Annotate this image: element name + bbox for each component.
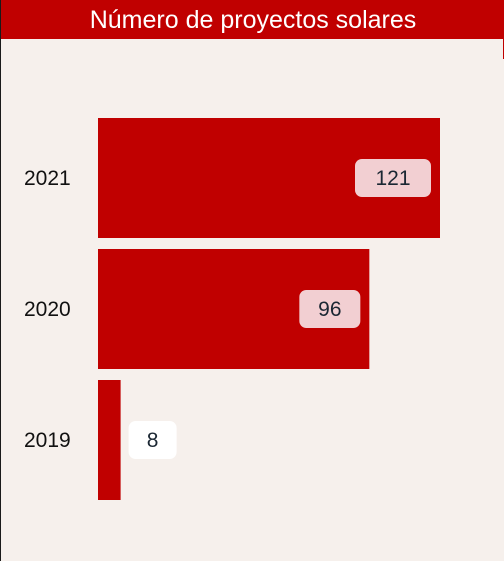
- category-label-2019: 2019: [24, 429, 71, 452]
- category-label-2021: 2021: [24, 167, 71, 190]
- data-label-2019: 8: [147, 429, 159, 452]
- data-label-2020: 96: [318, 298, 341, 321]
- bar-2019: [98, 380, 121, 500]
- category-label-2020: 2020: [24, 298, 71, 321]
- data-label-box-2020: [299, 290, 361, 328]
- data-label-2021: 121: [375, 167, 410, 190]
- data-label-box-2021: [355, 159, 431, 197]
- data-label-box-2019: [128, 421, 177, 459]
- chart-title: Número de proyectos solares: [1, 0, 504, 39]
